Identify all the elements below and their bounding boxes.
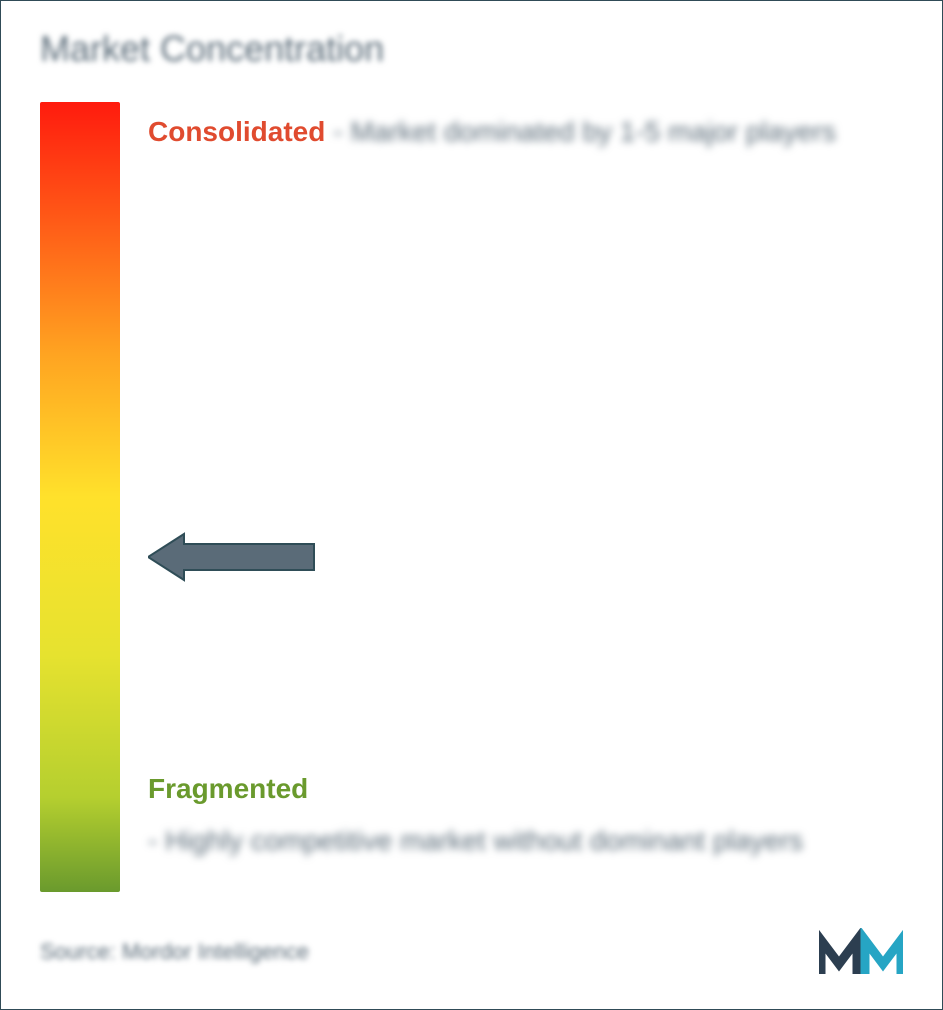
consolidated-label: Consolidated	[148, 110, 325, 153]
brand-logo	[819, 928, 903, 976]
chart-title: Market Concentration	[40, 28, 903, 70]
fragmented-description: - Highly competitive market without domi…	[148, 819, 803, 862]
gradient-scale-bar	[40, 102, 120, 892]
fragmented-block: Fragmented - Highly competitive market w…	[148, 767, 903, 862]
source-text: Source: Mordor Intelligence	[40, 939, 309, 965]
text-column: Consolidated - Market dominated by 1-5 m…	[148, 102, 903, 892]
content-row: Consolidated - Market dominated by 1-5 m…	[40, 102, 903, 892]
fragmented-label: Fragmented	[148, 767, 308, 810]
logo-icon	[819, 928, 903, 976]
consolidated-block: Consolidated - Market dominated by 1-5 m…	[148, 110, 903, 153]
footer: Source: Mordor Intelligence	[40, 928, 903, 976]
consolidated-description: - Market dominated by 1-5 major players	[333, 110, 836, 153]
arrow-icon	[148, 530, 318, 584]
indicator-arrow	[148, 530, 318, 584]
